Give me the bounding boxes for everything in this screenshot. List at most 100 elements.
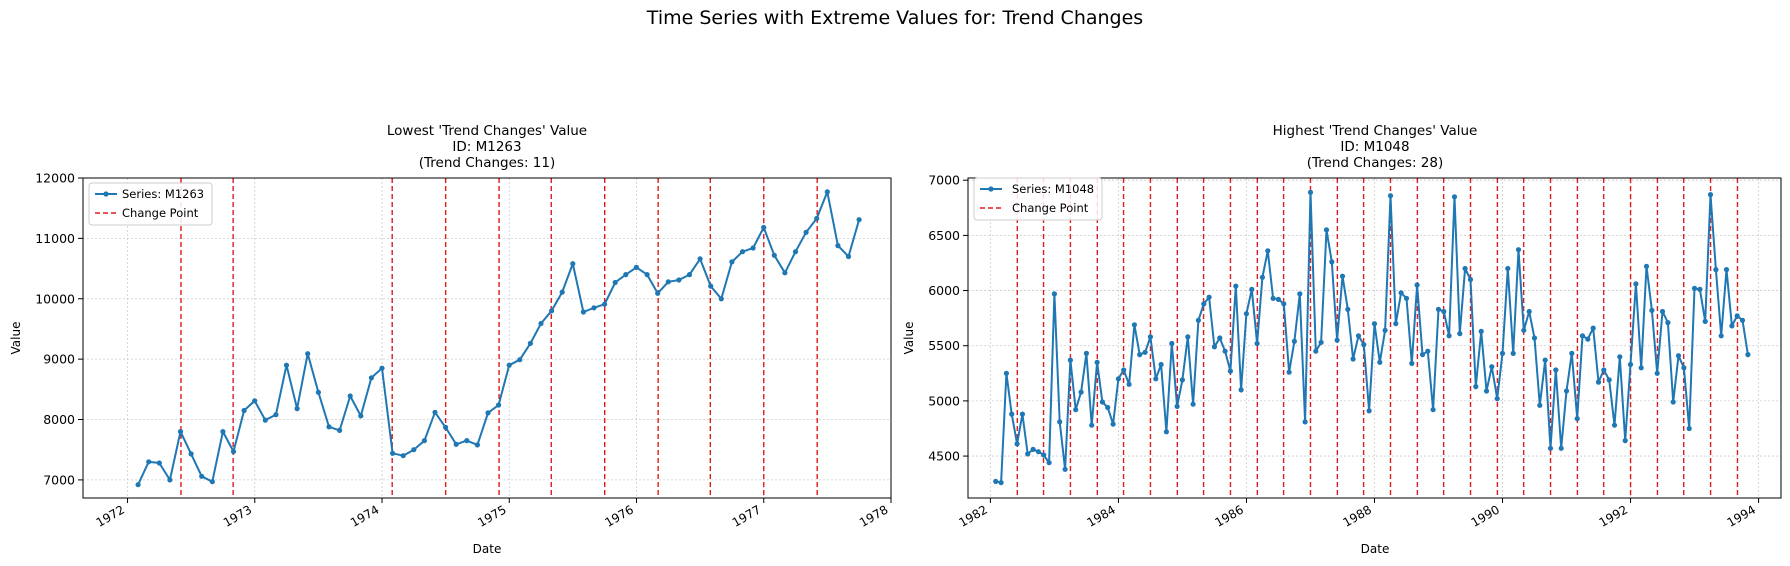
right-series-1-point-62 [1318, 339, 1324, 345]
right-xtick-label-1990: 1990 [1469, 502, 1502, 529]
left-series-1-point-46 [612, 279, 618, 286]
right-series-1-point-75 [1387, 193, 1394, 199]
left-series-1-point-28 [421, 438, 427, 444]
left-series-1-point-67 [835, 243, 841, 249]
left-chart-change-points [180, 178, 818, 498]
right-series-1-point-107 [1558, 445, 1564, 451]
left-chart-panel: Lowest 'Trend Changes' Value ID: M1263 (… [9, 123, 892, 556]
right-chart-title-line-2: ID: M1048 [1340, 139, 1409, 155]
right-chart-y-ticks: 4500 5000 5500 6000 6500 7000 [928, 173, 968, 464]
left-series-1-point-37 [517, 357, 523, 363]
right-series-1-point-80 [1414, 282, 1420, 288]
right-series-1-point-6 [1019, 411, 1025, 417]
right-series-1-point-38 [1190, 401, 1196, 407]
right-series-1-point-101 [1526, 308, 1532, 315]
right-series-1-point-134 [1702, 318, 1708, 324]
left-xtick-label-1974: 1974 [348, 502, 381, 529]
left-series-1-point-17 [305, 351, 311, 357]
right-series-1-point-100 [1521, 327, 1527, 333]
right-series-1-point-79 [1409, 360, 1415, 366]
right-series-1-point-24 [1115, 376, 1121, 382]
right-series-1-path [995, 191, 1749, 484]
left-legend-box [88, 182, 213, 226]
left-series-1-point-41 [559, 289, 565, 295]
right-ytick-label-6000: 6000 [928, 283, 960, 298]
left-chart-ylabel: Value [9, 322, 23, 355]
left-ytick-label-9000: 9000 [43, 352, 75, 367]
right-series-1-point-89 [1462, 265, 1468, 272]
right-series-1-point-118 [1617, 354, 1623, 360]
right-series-1-point-116 [1606, 377, 1612, 383]
left-series-1-point-42 [570, 261, 576, 267]
right-series-1-point-97 [1505, 265, 1511, 272]
right-series-1-point-37 [1185, 334, 1191, 340]
right-series-1-point-120 [1627, 361, 1634, 368]
left-series-1-point-29 [432, 409, 438, 415]
right-series-1-point-35 [1174, 403, 1180, 409]
left-chart-y-ticks: 7000 8000 9000 10000 11000 12000 [35, 171, 83, 487]
right-legend-box [973, 177, 1103, 221]
right-series-1-point-114 [1595, 379, 1602, 385]
left-series-1-point-38 [527, 340, 534, 346]
left-series-1-point-35 [496, 402, 502, 408]
right-xtick-label-1984: 1984 [1084, 502, 1117, 529]
left-series-1-point-39 [538, 320, 544, 327]
right-series-1-point-103 [1537, 402, 1543, 408]
left-series-1-point-58 [739, 249, 746, 255]
right-xtick-label-1988: 1988 [1341, 502, 1374, 529]
left-series-1-point-50 [655, 290, 661, 296]
left-series-1-point-3 [156, 460, 162, 466]
left-series-1-point-57 [729, 259, 735, 265]
left-series-1-point-65 [814, 215, 820, 222]
right-series-1-point-135 [1707, 192, 1714, 198]
right-series-1-point-125 [1654, 370, 1660, 376]
right-legend-series-marker [988, 186, 994, 192]
right-series-1-point-44 [1222, 348, 1228, 354]
right-series-1-point-131 [1686, 425, 1692, 432]
left-chart-axes-frame [82, 177, 892, 499]
right-series-1-point-72 [1371, 321, 1378, 327]
right-legend-series-label: Series: M1048 [1012, 182, 1094, 196]
left-series-1-point-54 [697, 256, 703, 262]
left-series-1-point-32 [464, 438, 470, 444]
right-series-1-point-73 [1377, 359, 1383, 365]
right-series-1-point-111 [1579, 333, 1586, 339]
right-series-1-point-12 [1051, 291, 1057, 297]
right-series-1-point-1 [993, 478, 999, 484]
right-series-1-point-58 [1297, 291, 1303, 297]
right-series-1-point-61 [1313, 348, 1319, 354]
right-series-1-point-60 [1307, 189, 1314, 195]
left-series-1-point-30 [443, 424, 449, 430]
right-series-1-point-31 [1153, 376, 1159, 382]
right-series-1-point-49 [1249, 286, 1255, 292]
right-series-1-point-42 [1211, 344, 1217, 350]
left-series-1-point-2 [146, 459, 152, 465]
right-series-1-point-41 [1206, 294, 1212, 300]
right-series-1-point-78 [1403, 295, 1410, 301]
right-series-1-point-81 [1419, 352, 1426, 358]
right-series-1-point-18 [1083, 350, 1089, 356]
right-series-1-point-32 [1158, 361, 1164, 368]
right-series-1-point-128 [1670, 399, 1676, 405]
right-series-1-point-34 [1169, 340, 1175, 347]
right-series-1-point-137 [1718, 333, 1724, 339]
right-series-1-point-11 [1046, 460, 1052, 466]
right-series-1-point-91 [1473, 384, 1479, 390]
right-xtick-label-1992: 1992 [1597, 502, 1630, 529]
right-series-1-point-85 [1441, 308, 1447, 315]
left-chart-grid [83, 177, 892, 498]
right-series-1-point-105 [1547, 445, 1554, 451]
right-series-1-point-142 [1745, 352, 1751, 358]
right-series-1-point-46 [1233, 283, 1239, 289]
left-xtick-label-1975: 1975 [475, 502, 508, 529]
right-ytick-label-5500: 5500 [928, 338, 960, 353]
right-series-1-point-117 [1611, 422, 1618, 428]
left-series-1-point-62 [782, 270, 788, 276]
right-series-1-point-52 [1265, 248, 1271, 254]
left-series-1-point-20 [337, 427, 343, 433]
left-chart-xlabel: Date [473, 542, 502, 556]
right-series-1-point-8 [1030, 446, 1036, 452]
right-series-1-point-67 [1345, 306, 1351, 312]
right-series-1-point-93 [1483, 388, 1490, 394]
right-series-1-point-56 [1286, 369, 1292, 375]
